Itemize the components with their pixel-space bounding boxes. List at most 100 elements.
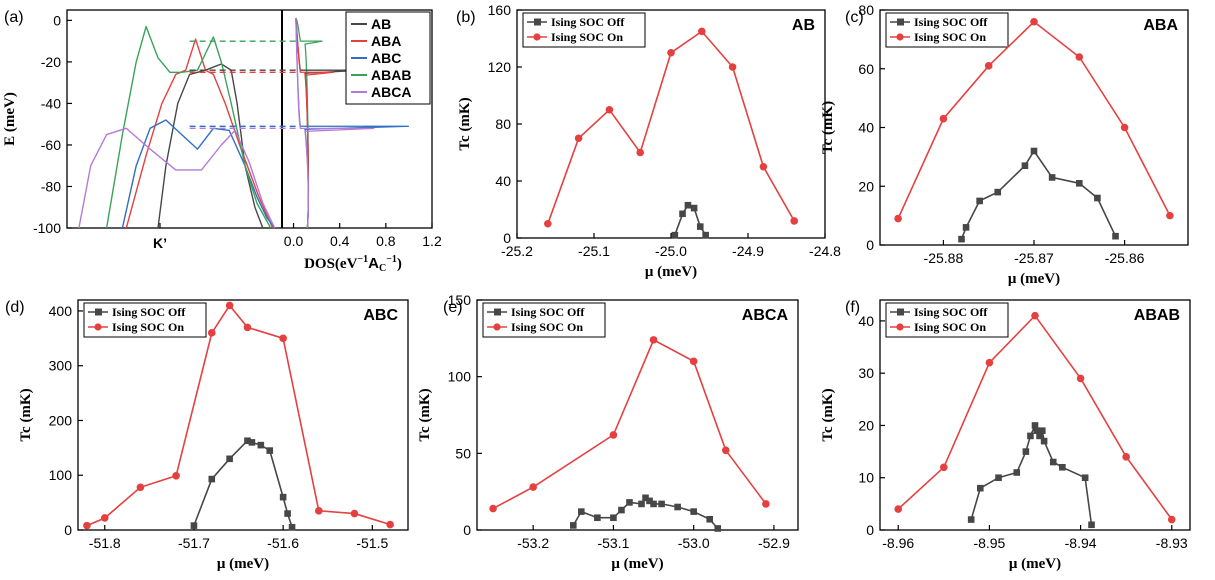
x-tick-label: K’ [153,235,167,251]
data-point [939,114,948,123]
data-point [1088,521,1095,529]
dos-curve [295,17,334,229]
series-ising-soc-on [894,17,1174,223]
data-point [958,235,965,243]
x-axis-label: μ (meV) [1009,556,1061,572]
data-point [315,507,323,515]
series-line [897,20,1171,219]
dos-x-tick-label: 1.2 [422,233,442,249]
data-point [702,231,709,239]
plot-frame [476,299,799,531]
data-point [136,483,145,492]
data-point [698,27,706,36]
data-point [650,500,657,508]
dos-label-C: C [379,263,386,274]
y-tick-label: 50 [455,445,471,461]
chart-name: AB [792,17,815,34]
data-point [1049,458,1057,466]
data-point [578,508,585,515]
data-point [967,516,975,523]
plot-frame [879,299,1191,531]
y-tick-label: 0 [866,237,874,253]
y-axis-label: E (meV) [2,92,18,146]
y-tick-label: 20 [858,417,874,433]
data-point [1167,515,1176,524]
data-point [759,162,768,171]
y-tick-label: 400 [49,303,73,319]
data-point [667,48,675,57]
x-tick-label: -51.8 [89,535,121,551]
data-point [257,441,265,449]
y-tick-label: -80 [41,178,61,194]
data-point [689,357,698,366]
panel-f: (f) 0 10 20 30 40 -8.96 -8.95 -8.94 -8.93 μ (meV) T… [820,299,1191,572]
data-point [207,329,216,337]
data-point [638,500,645,508]
data-point [646,497,653,505]
y-tick-label: 200 [49,412,73,428]
legend-marker [533,33,541,41]
y-tick-label: 300 [49,358,73,374]
data-point [226,455,233,463]
data-point [190,522,198,529]
dos-curve [295,17,375,229]
data-point [985,358,994,367]
y-tick-label: -40 [41,95,61,111]
band-abc [121,119,276,229]
y-tick-label: -20 [41,54,61,70]
chart-name: ABC [363,307,398,324]
data-point [1022,448,1030,455]
legend-entry: Ising SOC Off [914,305,988,319]
legend-entry: ABC [371,50,401,66]
data-point [1013,469,1021,476]
panel-label: (d) [5,299,25,316]
y-tick-label: 150 [448,292,472,308]
plot-frame [66,9,433,229]
dos-label-sup: −1 [357,254,368,265]
x-tick-label: -25.1 [578,243,610,259]
data-point [1166,211,1174,220]
data-point [696,223,704,230]
panel-label: (f) [845,299,860,316]
dos-label-close: ) [397,256,402,272]
data-point [1031,422,1039,429]
data-point [995,474,1002,482]
legend-marker [494,308,501,316]
legend-box [83,302,207,338]
series-ising-soc-on [489,336,770,513]
legend-entry: Ising SOC Off [511,305,585,319]
band-abca [78,127,276,229]
y-tick-label: 100 [49,467,73,483]
y-tick-label: 0 [53,12,61,28]
legend-box [885,302,1009,338]
y-tick-label: 120 [488,59,512,75]
legend-entry: ABCA [371,84,411,100]
legend-entry: Ising SOC Off [914,15,988,29]
series-ising-soc-off [671,201,709,239]
data-point [243,323,252,332]
data-point [208,475,216,483]
legend-entry: ABAB [371,67,411,83]
x-tick-label: -52.9 [758,535,790,551]
data-point [684,201,692,209]
data-point [658,500,665,508]
y-axis-label: Tc (mK) [457,97,473,150]
legend-marker [95,308,102,316]
band-abab [105,25,272,229]
series-line [547,30,795,225]
legend-marker [897,308,904,316]
y-tick-label: 0 [463,522,471,538]
x-tick-label: -25.0 [655,243,687,259]
data-point [690,508,697,515]
data-point [762,500,770,508]
x-tick-label: -25.86 [1105,250,1145,266]
y-tick-label: 80 [858,2,874,18]
series-line [86,304,391,527]
x-tick-label: -51.5 [356,535,388,551]
y-tick-label: 10 [858,470,874,486]
legend-entry: ABA [371,33,401,49]
band-aba [125,38,274,229]
